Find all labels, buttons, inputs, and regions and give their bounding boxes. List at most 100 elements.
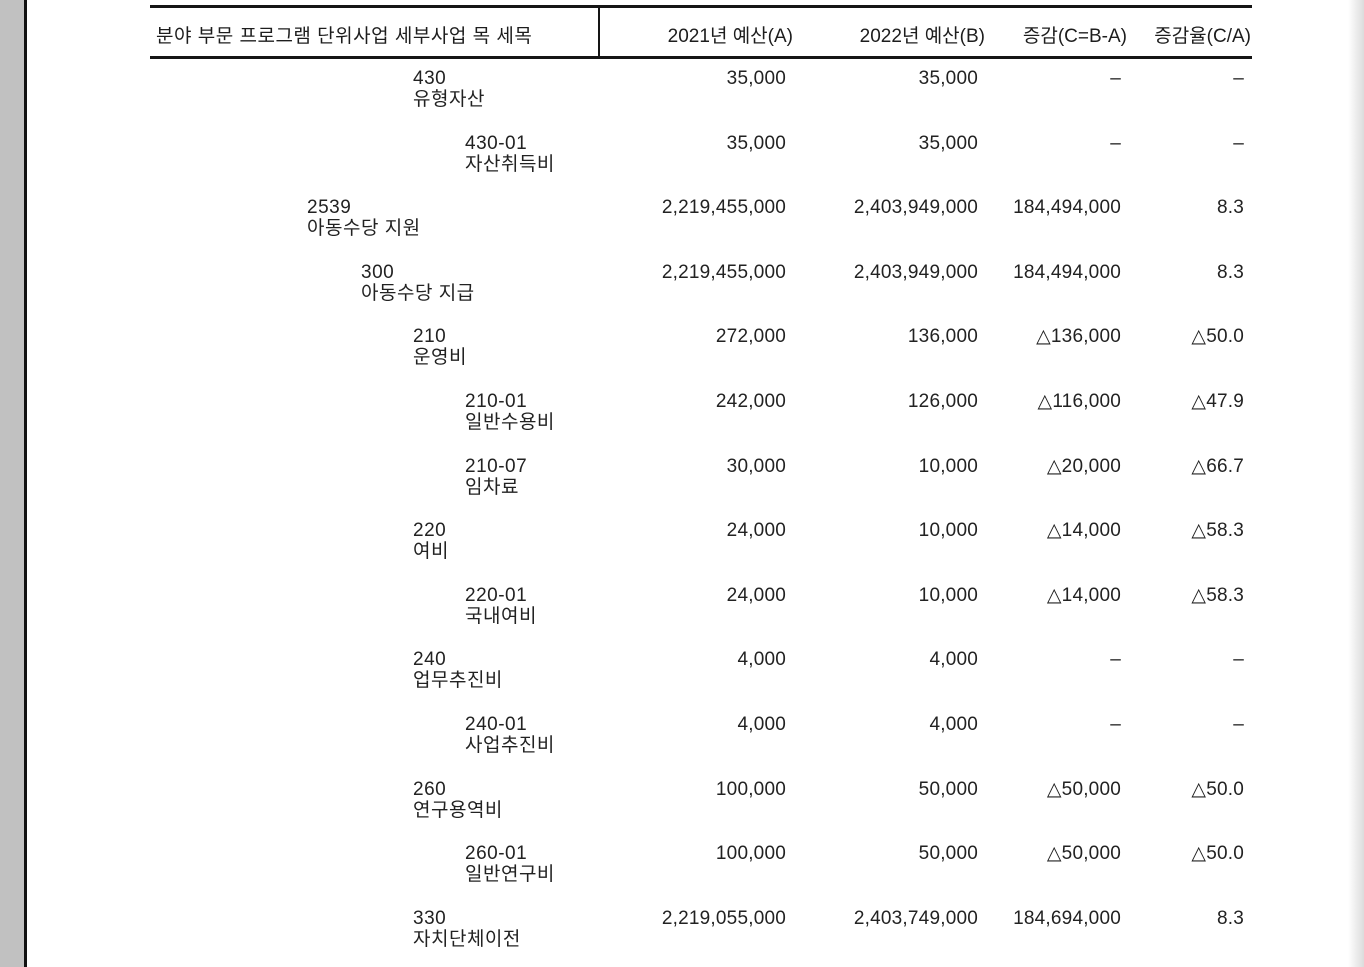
item-name: 국내여비 — [465, 606, 537, 627]
item-name: 일반수용비 — [465, 412, 555, 433]
budget-2021-value: 4,000 — [737, 649, 786, 670]
budget-row: 210 운영비 272,000 136,000 △136,000 △50.0 — [0, 326, 1364, 370]
change-rate-value: △50.0 — [1191, 779, 1244, 800]
budget-row: 330 자치단체이전 2,219,055,000 2,403,749,000 184,6… — [0, 908, 1364, 952]
change-value: 184,494,000 — [1013, 262, 1121, 283]
change-value: △14,000 — [1046, 585, 1121, 606]
budget-row: 430 유형자산 35,000 35,000 – – — [0, 68, 1364, 112]
budget-2021-value: 100,000 — [715, 779, 786, 800]
page-left-edge — [24, 0, 27, 967]
item-code: 2539 — [307, 197, 352, 218]
item-name: 유형자산 — [413, 89, 485, 110]
item-label: 430-01 자산취득비 — [465, 133, 555, 175]
item-label: 260 연구용역비 — [413, 779, 503, 821]
budget-2021-value: 2,219,455,000 — [661, 197, 786, 218]
header-column-divider — [598, 5, 600, 59]
item-label: 2539 아동수당 지원 — [307, 197, 421, 239]
budget-2021-value: 35,000 — [726, 68, 786, 89]
budget-row: 240-01 사업추진비 4,000 4,000 – – — [0, 714, 1364, 758]
item-name: 아동수당 지급 — [361, 283, 475, 304]
item-name: 사업추진비 — [465, 735, 555, 756]
item-label: 210-07 임차료 — [465, 456, 527, 498]
item-code: 430-01 — [465, 133, 528, 154]
item-name: 업무추진비 — [413, 670, 503, 691]
item-label: 430 유형자산 — [413, 68, 485, 110]
budget-2021-value: 35,000 — [726, 133, 786, 154]
item-name: 자산취득비 — [465, 154, 555, 175]
item-label: 330 자치단체이전 — [413, 908, 521, 950]
change-value: – — [1110, 714, 1121, 735]
item-name: 일반연구비 — [465, 864, 555, 885]
item-code: 210-01 — [465, 391, 528, 412]
item-label: 300 아동수당 지급 — [361, 262, 475, 304]
budget-2022-value: 2,403,949,000 — [853, 262, 978, 283]
budget-2022-value: 136,000 — [907, 326, 978, 347]
budget-row: 240 업무추진비 4,000 4,000 – – — [0, 649, 1364, 693]
change-rate-value: 8.3 — [1216, 262, 1244, 283]
budget-row: 210-07 임차료 30,000 10,000 △20,000 △66.7 — [0, 456, 1364, 500]
budget-2022-value: 35,000 — [918, 68, 978, 89]
change-value: 184,494,000 — [1013, 197, 1121, 218]
budget-row: 430-01 자산취득비 35,000 35,000 – – — [0, 133, 1364, 177]
table-top-border — [150, 5, 1252, 8]
change-rate-value: – — [1233, 133, 1244, 154]
item-label: 260-01 일반연구비 — [465, 843, 555, 885]
budget-row: 210-01 일반수용비 242,000 126,000 △116,000 △47.9 — [0, 391, 1364, 435]
change-value: △116,000 — [1037, 391, 1121, 412]
budget-2022-value: 10,000 — [918, 456, 978, 477]
item-name: 연구용역비 — [413, 800, 503, 821]
budget-2021-value: 30,000 — [726, 456, 786, 477]
change-rate-value: △47.9 — [1191, 391, 1244, 412]
budget-row: 300 아동수당 지급 2,219,455,000 2,403,949,000 184,… — [0, 262, 1364, 306]
change-value: – — [1110, 133, 1121, 154]
item-code: 210 — [413, 326, 447, 347]
change-value: △50,000 — [1046, 779, 1121, 800]
item-code: 260 — [413, 779, 447, 800]
item-code: 210-07 — [465, 456, 528, 477]
budget-row: 2539 아동수당 지원 2,219,455,000 2,403,949,000 184… — [0, 197, 1364, 241]
change-value: △50,000 — [1046, 843, 1121, 864]
column-header-change: 증감(C=B-A) — [1022, 26, 1127, 47]
item-code: 240-01 — [465, 714, 528, 735]
budget-2021-value: 242,000 — [715, 391, 786, 412]
item-code: 220-01 — [465, 585, 528, 606]
viewer-margin-strip — [0, 0, 24, 967]
item-code: 240 — [413, 649, 447, 670]
item-label: 220-01 국내여비 — [465, 585, 537, 627]
item-name: 자치단체이전 — [413, 929, 521, 950]
budget-2021-value: 24,000 — [726, 585, 786, 606]
column-header-category: 분야 부문 프로그램 단위사업 세부사업 목 세목 — [156, 26, 533, 47]
change-value: △20,000 — [1046, 456, 1121, 477]
change-value: △136,000 — [1036, 326, 1121, 347]
item-name: 임차료 — [465, 477, 519, 498]
budget-2022-value: 50,000 — [918, 843, 978, 864]
budget-2021-value: 272,000 — [715, 326, 786, 347]
item-code: 430 — [413, 68, 447, 89]
budget-2022-value: 126,000 — [907, 391, 978, 412]
change-value: – — [1110, 649, 1121, 670]
budget-2022-value: 2,403,949,000 — [853, 197, 978, 218]
change-rate-value: △66.7 — [1191, 456, 1244, 477]
change-rate-value: – — [1233, 649, 1244, 670]
budget-2022-value: 10,000 — [918, 585, 978, 606]
change-value: 184,694,000 — [1013, 908, 1121, 929]
budget-2022-value: 4,000 — [929, 649, 978, 670]
budget-2021-value: 2,219,055,000 — [661, 908, 786, 929]
change-rate-value: 8.3 — [1216, 908, 1244, 929]
budget-row: 260-01 일반연구비 100,000 50,000 △50,000 △50.0 — [0, 843, 1364, 887]
column-header-change-rate: 증감율(C/A) — [1154, 26, 1251, 47]
budget-row: 220 여비 24,000 10,000 △14,000 △58.3 — [0, 520, 1364, 564]
item-name: 여비 — [413, 541, 449, 562]
budget-row: 260 연구용역비 100,000 50,000 △50,000 △50.0 — [0, 779, 1364, 823]
budget-2022-value: 4,000 — [929, 714, 978, 735]
item-name: 아동수당 지원 — [307, 218, 421, 239]
item-name: 운영비 — [413, 347, 467, 368]
item-label: 240-01 사업추진비 — [465, 714, 555, 756]
table-header-border — [150, 56, 1252, 59]
item-code: 330 — [413, 908, 447, 929]
item-label: 210-01 일반수용비 — [465, 391, 555, 433]
page-right-shadow — [1348, 0, 1364, 967]
change-rate-value: – — [1233, 714, 1244, 735]
budget-row: 220-01 국내여비 24,000 10,000 △14,000 △58.3 — [0, 585, 1364, 629]
